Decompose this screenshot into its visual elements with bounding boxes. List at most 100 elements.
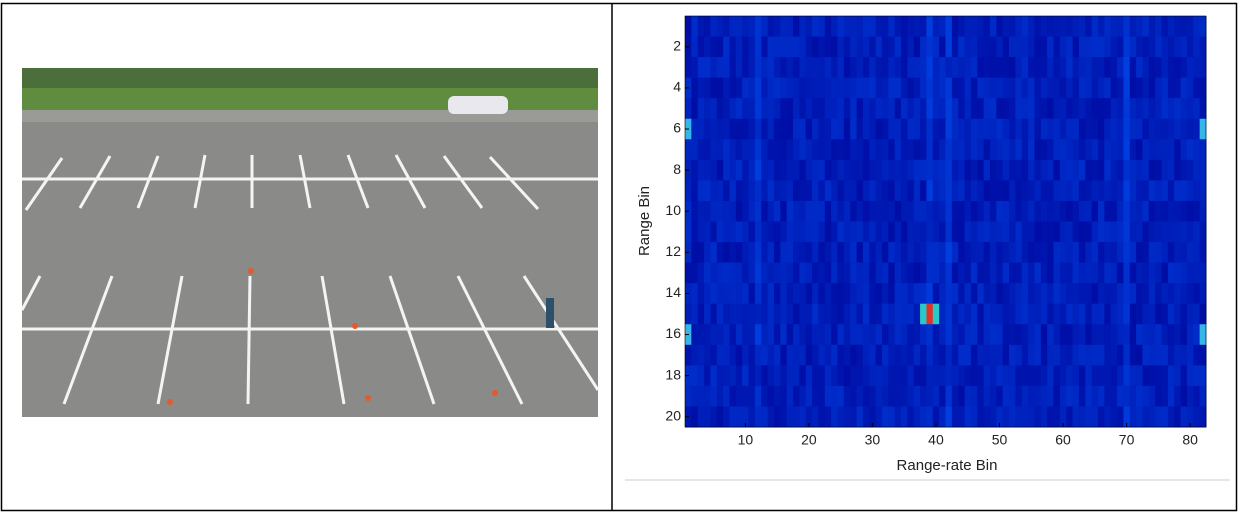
heat-cell: [704, 36, 711, 58]
heat-cell: [926, 324, 934, 346]
heat-cell: [1053, 118, 1061, 140]
heat-cell: [1123, 16, 1131, 38]
heat-cell: [1009, 283, 1016, 305]
heat-cell: [1053, 98, 1061, 120]
heat-cell: [805, 385, 813, 407]
heat-cell: [1040, 77, 1048, 99]
heat-cell: [850, 77, 858, 99]
heat-cell: [1066, 303, 1074, 325]
heat-cell: [913, 283, 921, 305]
heat-cell: [977, 57, 985, 79]
heat-cell: [1161, 324, 1169, 346]
heat-cell: [875, 324, 883, 346]
heat-cell: [786, 344, 794, 366]
heat-cell: [812, 98, 819, 120]
heat-cell: [729, 303, 737, 325]
heat-cell: [856, 200, 864, 222]
heat-cell: [691, 283, 699, 305]
heat-cell: [1021, 303, 1029, 325]
heat-cell: [1167, 180, 1175, 202]
heat-cell: [945, 36, 953, 58]
heat-cell: [735, 385, 743, 407]
heat-cell: [869, 324, 877, 346]
heat-cell: [901, 36, 908, 58]
heat-cell: [691, 98, 699, 120]
heat-cell: [1021, 406, 1029, 428]
heat-cell: [716, 16, 724, 38]
heat-cell: [1110, 406, 1118, 428]
heat-cell: [1097, 36, 1105, 58]
heat-cell: [932, 262, 940, 284]
heat-cell: [856, 77, 864, 99]
heat-cell: [773, 242, 781, 264]
heat-cell: [691, 221, 699, 243]
heat-cell: [1021, 159, 1029, 181]
heat-cell: [697, 200, 705, 222]
heat-cell: [977, 200, 985, 222]
heat-cell: [1186, 159, 1194, 181]
heat-cell: [754, 262, 762, 284]
heat-cell: [735, 159, 743, 181]
heat-cell: [773, 57, 781, 79]
heat-cell: [888, 283, 896, 305]
heat-cell: [1047, 77, 1055, 99]
heat-cell: [754, 303, 762, 325]
heat-cell: [888, 344, 896, 366]
heat-cell: [1148, 262, 1156, 284]
heat-cell: [1186, 242, 1194, 264]
heat-cell: [1078, 262, 1086, 284]
heat-cell: [888, 98, 896, 120]
heat-cell: [926, 221, 934, 243]
heat-cell: [812, 365, 819, 387]
heat-cell: [780, 16, 788, 38]
heat-cell: [1040, 242, 1048, 264]
heat-cell: [1053, 303, 1061, 325]
heat-cell: [1161, 57, 1169, 79]
heat-cell: [748, 344, 756, 366]
heat-cell: [831, 200, 838, 222]
heat-cell: [729, 16, 737, 38]
heat-cell: [862, 365, 870, 387]
heat-cell: [1193, 242, 1201, 264]
heat-cell: [901, 324, 908, 346]
heat-cell: [1085, 283, 1093, 305]
heat-cell: [1059, 221, 1067, 243]
heat-cell: [818, 77, 826, 99]
heat-cell: [1091, 324, 1099, 346]
heat-cell: [1066, 365, 1074, 387]
heat-cell: [1091, 221, 1099, 243]
heat-cell: [1021, 262, 1029, 284]
heat-cell: [824, 57, 832, 79]
heat-cell: [742, 36, 750, 58]
heat-cell: [1015, 180, 1023, 202]
heat-cell: [989, 77, 997, 99]
heat-cell: [1002, 385, 1010, 407]
heat-cell: [1040, 200, 1048, 222]
heat-cell: [983, 303, 991, 325]
heat-cell: [704, 57, 711, 79]
heat-cell: [970, 57, 978, 79]
heat-cell: [1078, 98, 1086, 120]
heat-cell: [1180, 385, 1188, 407]
heat-cell: [1161, 98, 1169, 120]
heat-cell: [843, 16, 851, 38]
heat-cell: [907, 118, 915, 140]
heat-cell: [983, 406, 991, 428]
heat-cell: [1059, 57, 1067, 79]
heat-cell: [932, 385, 940, 407]
heat-cell: [939, 344, 946, 366]
heat-cell: [1123, 159, 1131, 181]
heat-cell: [1066, 344, 1074, 366]
heat-cell: [1110, 16, 1118, 38]
heat-cell: [1174, 77, 1182, 99]
heat-cell: [1123, 365, 1131, 387]
heat-cell: [1161, 16, 1169, 38]
heat-cell: [1072, 221, 1080, 243]
heat-cell: [901, 385, 908, 407]
heat-cell: [837, 36, 845, 58]
heat-cell: [894, 385, 902, 407]
heat-cell: [799, 406, 807, 428]
heat-cell: [875, 242, 883, 264]
heat-cell: [1148, 159, 1156, 181]
heat-cell: [1002, 200, 1010, 222]
